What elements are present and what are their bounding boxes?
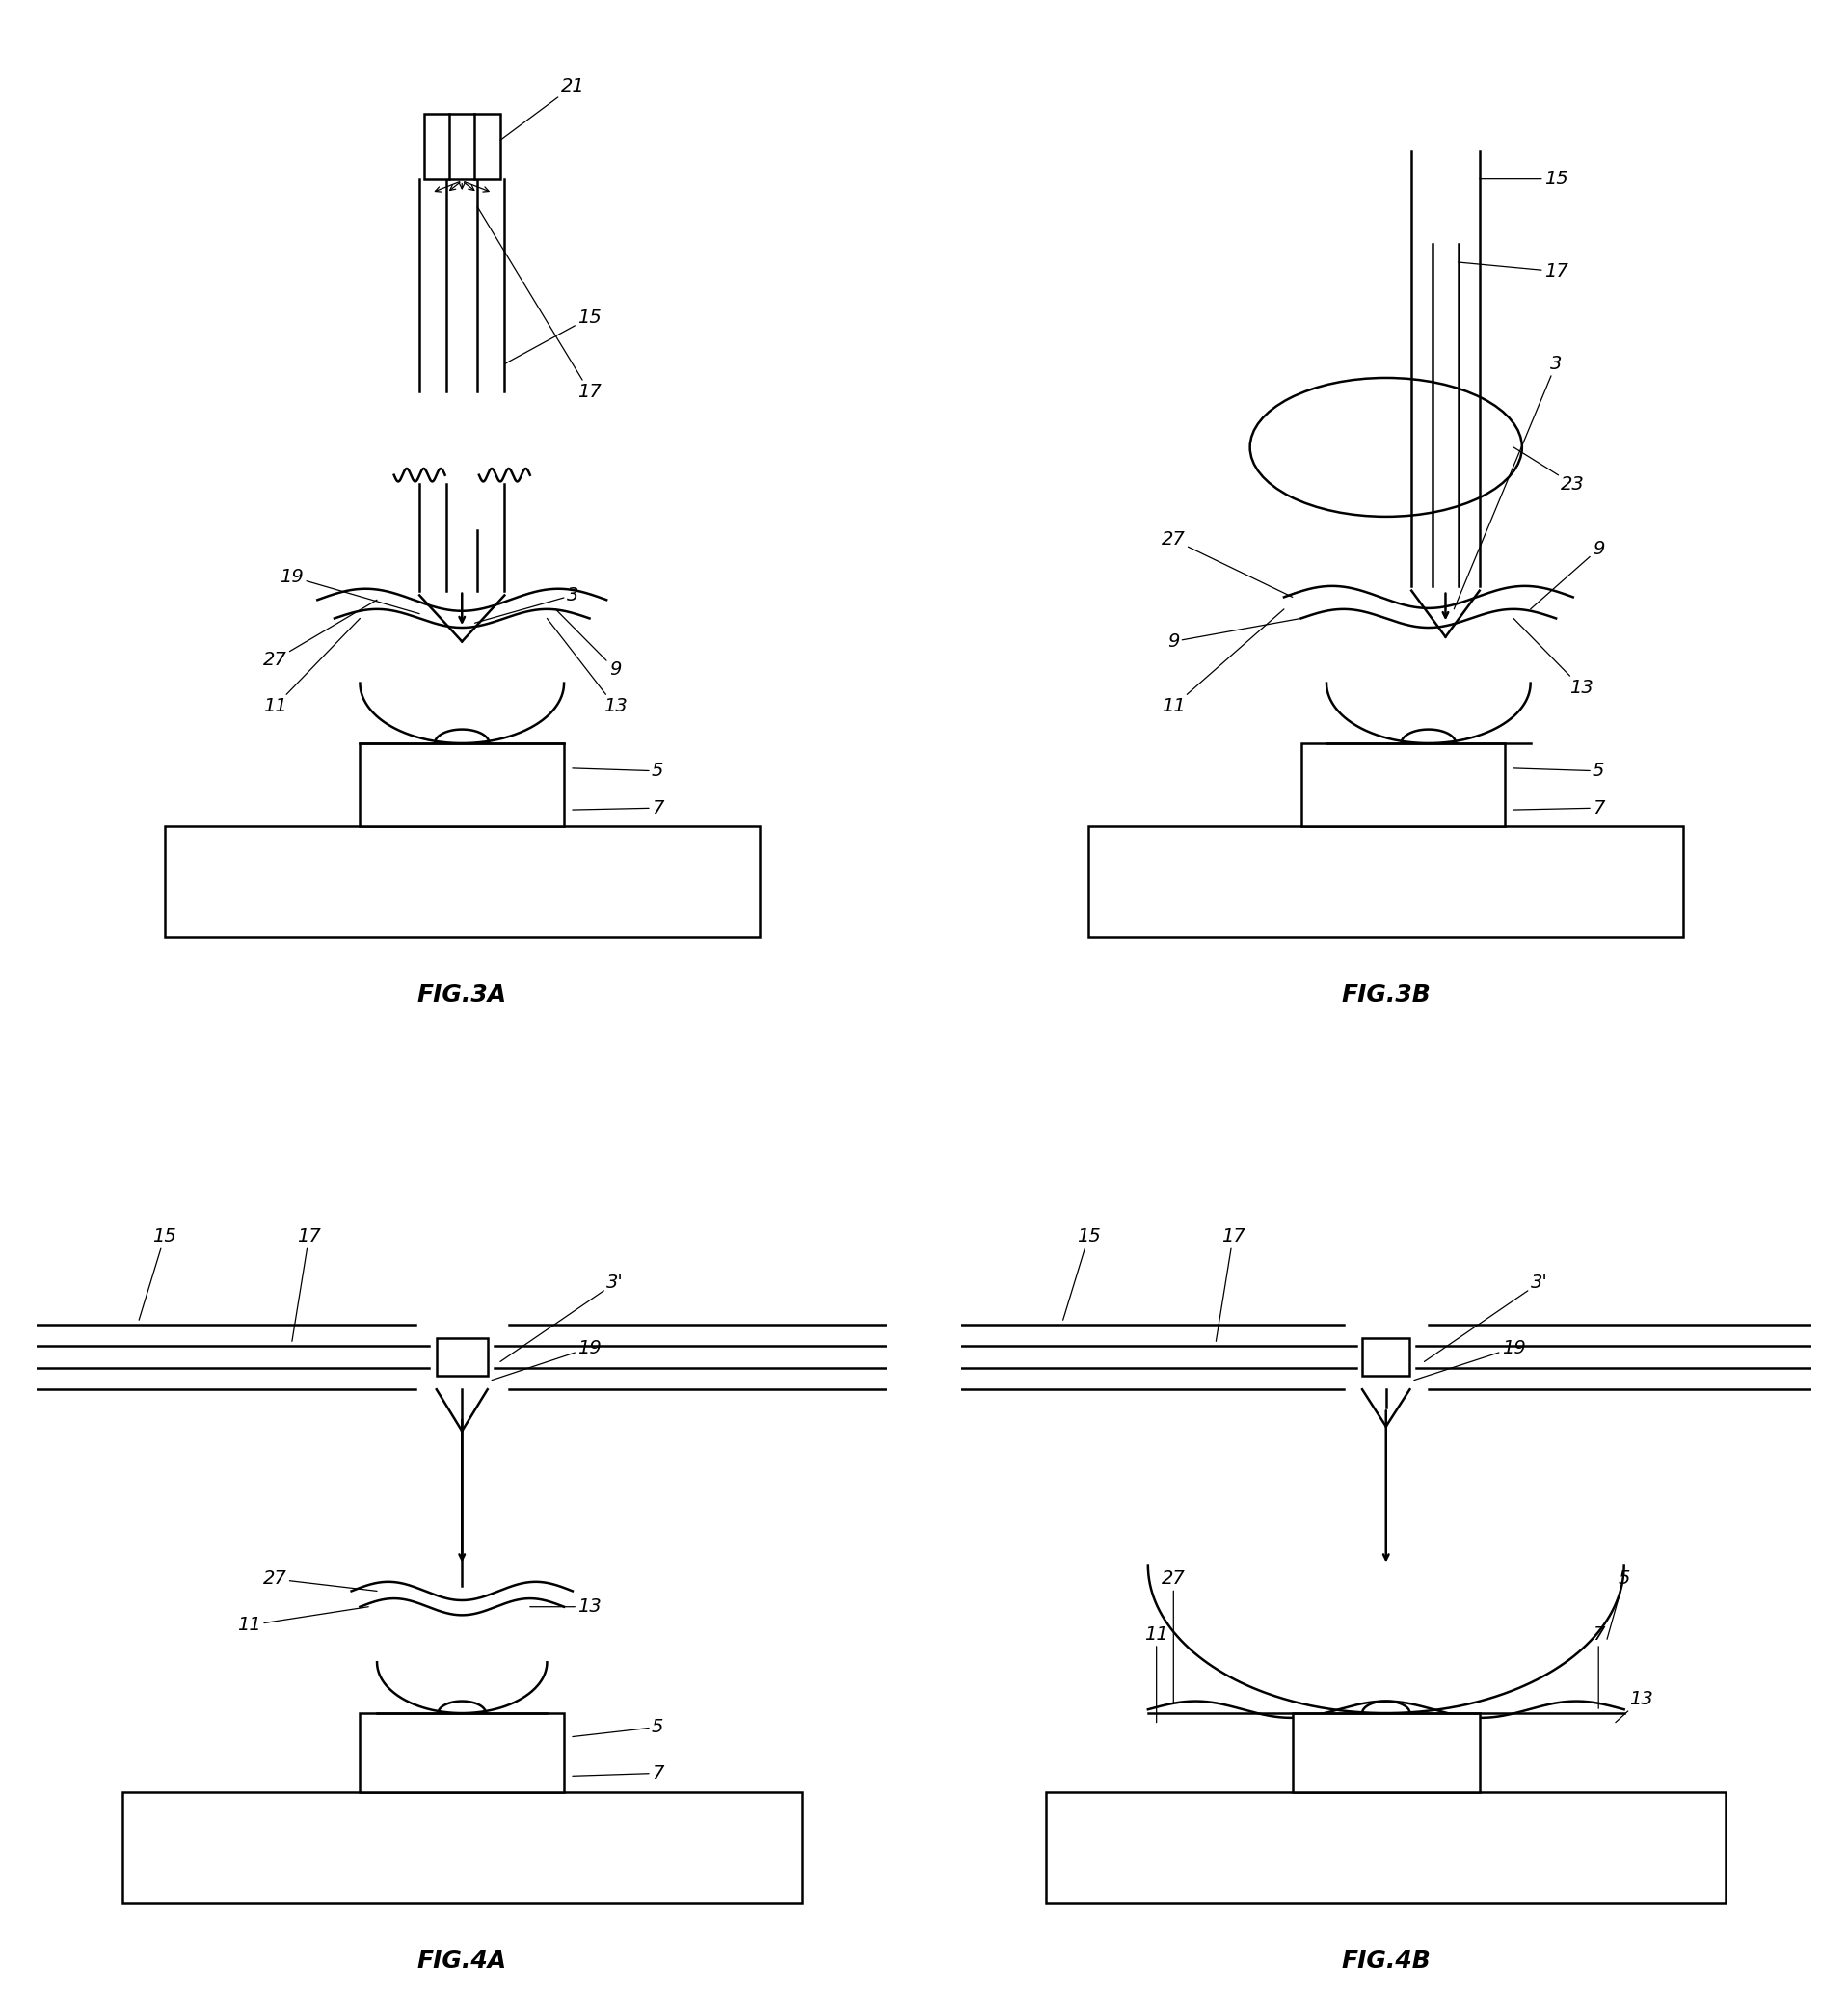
Bar xyxy=(436,1339,488,1376)
Bar xyxy=(122,1792,802,1902)
Text: 3: 3 xyxy=(475,585,578,623)
Text: 15: 15 xyxy=(505,308,601,364)
Bar xyxy=(360,1713,564,1792)
Text: 23: 23 xyxy=(1514,446,1586,493)
Text: 3': 3' xyxy=(501,1273,623,1361)
Text: FIG.4A: FIG.4A xyxy=(418,1949,506,1973)
Bar xyxy=(1046,1792,1726,1902)
Text: 21: 21 xyxy=(501,76,584,141)
Text: 5: 5 xyxy=(1514,762,1604,780)
Text: 9: 9 xyxy=(1530,539,1604,609)
Bar xyxy=(423,115,501,179)
Text: 27: 27 xyxy=(1162,531,1292,597)
Text: 7: 7 xyxy=(573,1764,663,1782)
Text: 5: 5 xyxy=(573,1717,663,1738)
Text: 19: 19 xyxy=(492,1339,601,1380)
Text: 27: 27 xyxy=(262,1571,377,1591)
Ellipse shape xyxy=(1249,378,1523,517)
Bar xyxy=(164,827,760,937)
Text: 13: 13 xyxy=(1514,619,1593,698)
Text: 11: 11 xyxy=(1162,609,1284,716)
Text: 7: 7 xyxy=(1593,1625,1604,1709)
Text: 11: 11 xyxy=(262,619,360,716)
Text: 19: 19 xyxy=(281,567,419,613)
Bar xyxy=(1088,827,1684,937)
Text: 17: 17 xyxy=(1458,261,1567,282)
Text: 3': 3' xyxy=(1425,1273,1547,1361)
Text: 9: 9 xyxy=(1168,619,1301,652)
Bar xyxy=(360,744,564,827)
Text: FIG.3A: FIG.3A xyxy=(418,983,506,1008)
Text: 17: 17 xyxy=(477,207,601,400)
Text: 17: 17 xyxy=(1216,1227,1246,1341)
Text: 19: 19 xyxy=(1414,1339,1525,1380)
Bar xyxy=(1362,1339,1410,1376)
Text: 7: 7 xyxy=(573,798,663,816)
Text: 13: 13 xyxy=(547,619,626,716)
Text: 13: 13 xyxy=(1615,1689,1652,1721)
Text: 9: 9 xyxy=(556,609,621,678)
Text: 17: 17 xyxy=(292,1227,322,1341)
Bar xyxy=(1292,1713,1480,1792)
Text: 3: 3 xyxy=(1454,354,1562,609)
Text: FIG.3B: FIG.3B xyxy=(1342,983,1430,1008)
Text: 15: 15 xyxy=(1063,1227,1100,1319)
Text: 5: 5 xyxy=(573,762,663,780)
Text: FIG.4B: FIG.4B xyxy=(1342,1949,1430,1973)
Text: 15: 15 xyxy=(139,1227,176,1319)
Bar xyxy=(1301,744,1504,827)
Text: 27: 27 xyxy=(262,599,377,670)
Text: 5: 5 xyxy=(1608,1571,1630,1639)
Text: 13: 13 xyxy=(530,1597,601,1617)
Text: 11: 11 xyxy=(1144,1625,1168,1721)
Text: 27: 27 xyxy=(1162,1571,1185,1703)
Text: 7: 7 xyxy=(1514,798,1604,816)
Text: 15: 15 xyxy=(1480,169,1567,189)
Text: 11: 11 xyxy=(238,1607,368,1635)
